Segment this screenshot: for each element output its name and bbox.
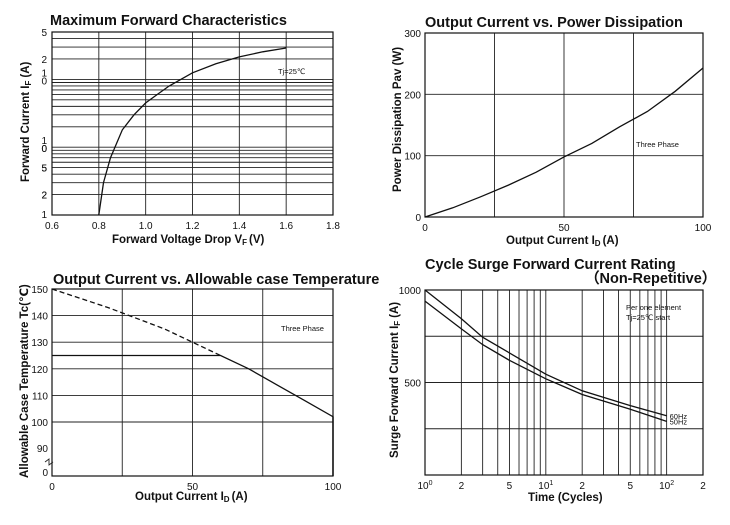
chart2-y-tick-label: 100	[404, 152, 421, 163]
chart3-y-tick-label: 120	[31, 365, 48, 376]
chart3-x-tick-label: 50	[187, 482, 199, 493]
chart1-y-tick-label: 1	[41, 68, 47, 79]
chart4-x-tick-label: 102	[659, 480, 674, 492]
chart4-x-tick-label: 5	[627, 481, 633, 492]
chart1-title: Maximum Forward Characteristics	[50, 13, 287, 29]
chart2-ylabel: Power Dissipation Pav (W)	[392, 47, 404, 192]
chart3-title: Output Current vs. Allowable case Temper…	[53, 272, 379, 288]
chart3-y-tick-label-zero: 0	[42, 468, 48, 479]
chart4-ylabel: Surge Forward Current IF(A)	[389, 302, 402, 458]
chart1-xlabel: Forward Voltage Drop VF (V)	[112, 234, 265, 247]
chart2-annotation: Three Phase	[636, 140, 679, 149]
chart2-y-tick-label: 200	[404, 90, 421, 101]
chart1-y-tick-label: 5	[41, 164, 47, 175]
chart1-frame	[51, 31, 334, 216]
chart1-x-tick-label: 1.4	[232, 221, 246, 232]
chart4-x-tick-label: 100	[417, 480, 432, 492]
chart2-xlabel: Output Current ID (A)	[506, 235, 619, 248]
chart3-series-dashed	[51, 288, 221, 357]
chart2-x-tick-label: 100	[695, 223, 712, 234]
chart4-frame	[424, 289, 704, 476]
chart4-x-tick-exponent: 1	[549, 480, 553, 487]
chart1-y-tick-label: 0	[41, 144, 47, 155]
chart3-y-tick-label-break: 90	[37, 444, 49, 455]
chart2-title: Output Current vs. Power Dissipation	[425, 15, 683, 31]
chart2-series-line	[424, 67, 704, 218]
chart4-x-tick-label: 2	[700, 481, 706, 492]
chart1-x-tick-label: 0.8	[92, 221, 106, 232]
chart2-y-tick-label: 300	[404, 29, 421, 40]
chart1-y-tick-label: 2	[41, 55, 47, 66]
chart4-xlabel: Time (Cycles)	[528, 492, 603, 504]
chart1-x-tick-label: 1.0	[139, 221, 153, 232]
chart1-y-tick-label: 1	[41, 210, 47, 221]
chart2-frame	[424, 32, 704, 218]
chart1-y-tick-label: 0	[41, 144, 47, 155]
chart4-legend-label-60hz: 60Hz	[670, 412, 688, 421]
chart1-y-tick-label: 0	[41, 76, 47, 87]
chart1-y-tick-label: 2	[41, 191, 47, 202]
chart2-x-tick-label: 0	[422, 223, 428, 234]
chart4-y-tick-label: 1000	[399, 286, 422, 297]
chart3-ylabel: Allowable Case Temperature Tc(℃)	[19, 284, 31, 478]
chart4-y-tick-label: 500	[404, 379, 421, 390]
chart1-x-tick-label: 1.6	[279, 221, 293, 232]
chart3-frame	[51, 288, 334, 477]
chart3-y-tick-label: 100	[31, 418, 48, 429]
chart4-x-tick-label: 5	[507, 481, 513, 492]
chart4-x-tick-exponent: 0	[429, 480, 433, 487]
chart1-series-line	[98, 47, 287, 216]
chart1-ylabel: Forward Current IF(A)	[20, 61, 33, 182]
chart4-x-tick-label: 101	[538, 480, 553, 492]
chart4-legend-label-50hz: 50Hz	[670, 417, 688, 426]
chart1-y-tick-label: 1	[41, 136, 47, 147]
chart2-y-tick-label: 0	[415, 213, 421, 224]
chart4-x-tick-label: 2	[579, 481, 585, 492]
chart1-y-tick-label: 5	[41, 28, 47, 39]
chart1-x-tick-label: 0.6	[45, 221, 59, 232]
chart4-annotation-temp: Tj=25℃ start	[626, 313, 671, 322]
chart4-x-tick-exponent: 2	[670, 480, 674, 487]
chart3-annotation: Three Phase	[281, 324, 324, 333]
chart3-axis-break-mark	[44, 458, 54, 466]
chart3-y-tick-label: 130	[31, 338, 48, 349]
chart4-annotation-element: Per one element	[626, 303, 682, 312]
chart1-x-tick-label: 1.8	[326, 221, 340, 232]
chart1-x-tick-label: 1.2	[186, 221, 200, 232]
chart1-annotation: Tj=25℃	[278, 67, 305, 76]
chart3-x-tick-label: 100	[325, 482, 342, 493]
chart3-y-tick-label: 140	[31, 312, 48, 323]
chart1-y-tick-label: 2	[41, 191, 47, 202]
chart3-y-tick-label: 110	[32, 391, 48, 402]
chart4-subtitle: （Non-Repetitive）	[585, 269, 716, 287]
chart3-y-tick-label: 150	[31, 285, 48, 296]
chart3-xlabel: Output Current ID (A)	[135, 491, 248, 504]
chart4-series-line-60hz	[424, 289, 667, 417]
chart4-title: Cycle Surge Forward Current Rating	[425, 257, 676, 273]
chart3-x-tick-label: 0	[49, 482, 55, 493]
chart4-series-line-50hz	[424, 300, 667, 423]
chart2-x-tick-label: 50	[558, 223, 570, 234]
chart4-x-tick-label: 2	[459, 481, 465, 492]
chart1-y-tick-label: 5	[41, 164, 47, 175]
